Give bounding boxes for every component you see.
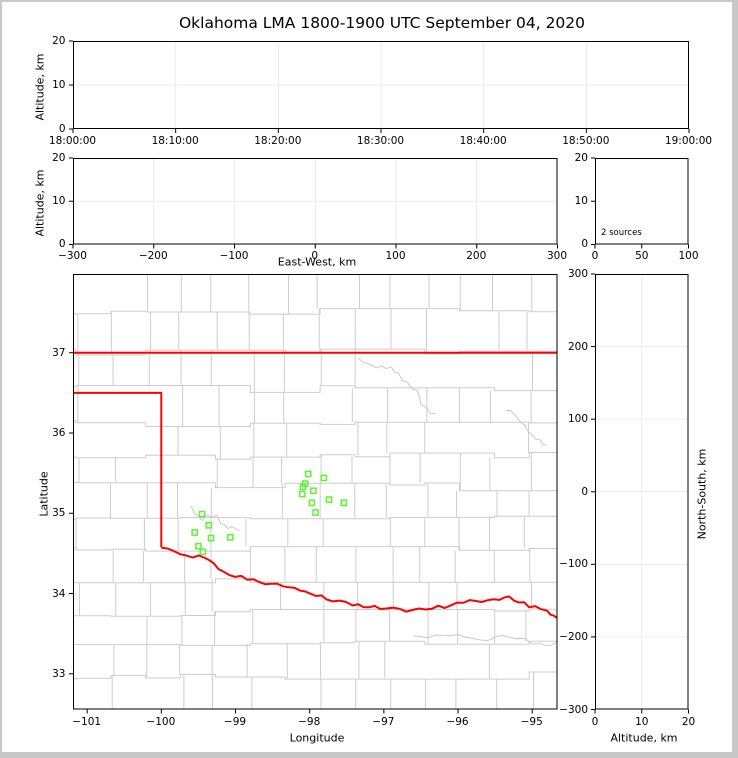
p2-xlabel: East-West, km (277, 255, 357, 269)
y-tick-label: 20 (52, 35, 66, 47)
x-tick-label: −98 (298, 715, 321, 728)
station-marker (190, 529, 198, 536)
y-tick-label: 37 (52, 346, 66, 359)
river-line (357, 357, 436, 415)
x-tick-label: 18:20:00 (254, 135, 302, 147)
x-tick-label: −97 (372, 715, 395, 728)
station-marker (311, 509, 319, 516)
y-tick-label: 20 (574, 151, 588, 164)
y-tick-label: 35 (52, 507, 66, 520)
x-tick-label: 50 (635, 250, 649, 262)
x-tick-label: −101 (72, 715, 102, 728)
sources-count-label: 2 sources (601, 228, 642, 238)
station-marker (299, 483, 306, 491)
y-tick-label: −200 (559, 630, 588, 643)
y-tick-label: 300 (567, 268, 588, 280)
x-tick-label: 18:00:00 (48, 135, 97, 147)
x-tick-label: −100 (146, 715, 176, 728)
station-marker (194, 542, 202, 550)
p5-xlabel: Altitude, km (610, 731, 678, 745)
panel-altitude-histogram (591, 157, 689, 248)
x-tick-label: 20 (681, 715, 696, 728)
panel-northsouth-altitude (591, 273, 689, 714)
y-tick-label: 0 (581, 485, 588, 498)
station-marker (309, 487, 317, 495)
plot-title: Oklahoma LMA 1800-1900 UTC September 04,… (178, 14, 586, 32)
x-tick-label: 0 (591, 250, 599, 262)
x-tick-label: 100 (678, 250, 699, 262)
time-altitude-plot-area (68, 40, 689, 133)
x-tick-label: 300 (546, 250, 568, 262)
station-marker (199, 548, 206, 556)
x-tick-label: 18:10:00 (151, 135, 199, 147)
station-marker (204, 521, 212, 529)
x-tick-label: 19:00:00 (664, 135, 713, 147)
map-layers (72, 274, 557, 710)
x-tick-label: 200 (466, 250, 487, 262)
station-marker (226, 533, 234, 541)
station-marker (198, 510, 205, 518)
station-marker (325, 496, 332, 503)
y-tick-label: 0 (58, 123, 66, 135)
y-tick-label: 20 (52, 151, 66, 164)
x-tick-label: 18:50:00 (562, 135, 610, 147)
y-tick-label: 0 (581, 238, 588, 250)
station-marker (339, 499, 347, 507)
x-tick-label: 18:40:00 (459, 135, 507, 147)
p5-ylabel-right: North-South, km (695, 448, 709, 540)
panel-map (68, 274, 557, 714)
river-line (190, 505, 239, 532)
oklahoma-state-border (72, 351, 557, 620)
river-line (505, 409, 547, 446)
x-tick-label: −95 (520, 715, 543, 728)
x-tick-label: −99 (223, 715, 247, 728)
river-line (412, 634, 557, 646)
y-tick-label: 10 (574, 194, 588, 207)
x-tick-label: 0 (311, 250, 319, 262)
station-marker (298, 490, 306, 498)
y-tick-label: 0 (58, 238, 66, 250)
y-tick-label: −300 (559, 703, 588, 716)
x-tick-label: −96 (446, 715, 469, 728)
x-tick-label: 100 (385, 250, 406, 262)
x-tick-label: −100 (219, 250, 249, 262)
x-tick-label: −300 (58, 250, 87, 262)
y-tick-label: 33 (52, 667, 66, 680)
station-marker (304, 470, 312, 478)
y-tick-label: 10 (52, 194, 66, 207)
x-tick-label: 18:30:00 (356, 135, 405, 147)
map-plot-area (68, 274, 557, 714)
county-boundaries (72, 274, 557, 710)
altitude-histogram-plot-area (591, 157, 689, 248)
x-tick-label: 0 (591, 715, 599, 728)
y-tick-label: −100 (559, 558, 588, 571)
y-tick-label: 10 (52, 79, 66, 91)
y-tick-label: 200 (567, 340, 588, 353)
station-marker (319, 474, 327, 482)
panel-eastwest-altitude (68, 157, 558, 248)
y-tick-label: 100 (567, 413, 588, 426)
figure-canvas: Oklahoma LMA 1800-1900 UTC September 04,… (2, 2, 732, 752)
y-tick-label: 34 (52, 587, 66, 600)
lma-station-markers (190, 470, 347, 556)
station-marker (207, 534, 214, 542)
eastwest-altitude-plot-area (68, 157, 558, 248)
northsouth-altitude-plot-area (591, 273, 689, 714)
x-tick-label: −200 (138, 250, 168, 262)
panel-time-altitude (68, 40, 689, 133)
y-tick-label: 36 (52, 426, 66, 439)
map-xlabel: Longitude (289, 731, 345, 745)
x-tick-label: 10 (635, 715, 649, 728)
station-marker (308, 499, 315, 507)
